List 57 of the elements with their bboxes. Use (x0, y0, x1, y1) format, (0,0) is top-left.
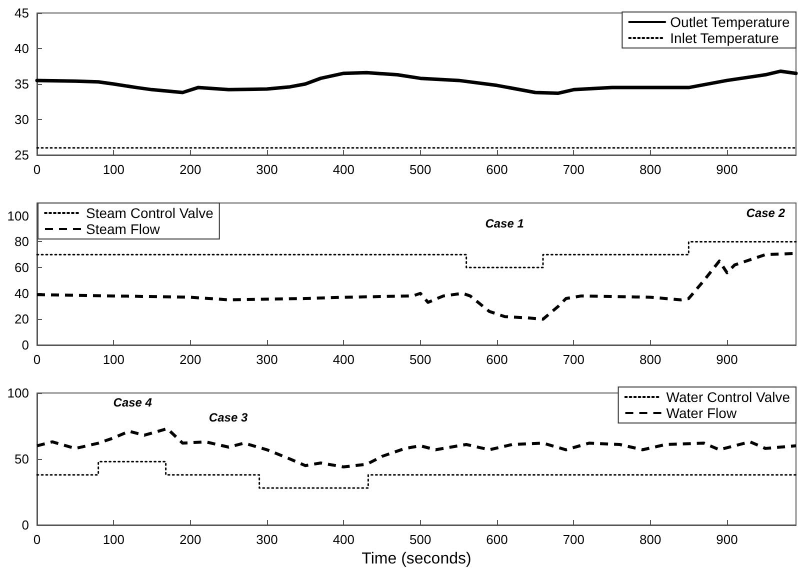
x-tick-label: 100 (102, 532, 125, 547)
legend-label: Water Control Valve (666, 389, 790, 405)
x-tick-label: 0 (33, 352, 41, 367)
x-tick-label: 200 (179, 532, 202, 547)
x-tick-label: 400 (332, 162, 355, 177)
x-tick-label: 200 (179, 162, 202, 177)
x-tick-label: 300 (256, 162, 278, 177)
y-tick-label: 35 (14, 76, 29, 92)
y-tick-label: 30 (14, 112, 29, 127)
line-series (35, 69, 798, 95)
x-tick-label: 700 (562, 352, 585, 367)
x-tick-label: 0 (33, 532, 41, 547)
x-tick-label: 900 (716, 532, 738, 547)
x-tick-label: 900 (716, 352, 738, 367)
y-tick-label: 45 (14, 6, 29, 20)
x-tick-label: 700 (562, 532, 585, 547)
legend-label: Water Flow (666, 405, 738, 421)
y-tick-label: 40 (14, 286, 29, 301)
legend-label: Inlet Temperature (670, 30, 780, 46)
x-tick-label: 800 (639, 532, 662, 547)
x-tick-label: 100 (102, 162, 125, 177)
x-tick-label: 900 (716, 162, 738, 177)
x-tick-label: 100 (102, 352, 125, 367)
y-tick-label: 100 (7, 386, 29, 400)
y-tick-label: 0 (22, 518, 29, 532)
x-tick-label: 800 (639, 162, 662, 177)
legend-label: Outlet Temperature (670, 14, 790, 30)
y-tick-label: 100 (7, 208, 29, 224)
annotation: Case 3 (208, 410, 248, 425)
y-tick-label: 50 (14, 452, 29, 466)
legend-label: Steam Control Valve (86, 205, 214, 221)
legend-label: Steam Flow (86, 221, 161, 237)
y-tick-label: 25 (14, 148, 29, 162)
x-tick-label: 200 (179, 352, 202, 367)
y-tick-label: 20 (14, 312, 29, 327)
y-tick-label: 0 (22, 338, 29, 352)
x-tick-label: 500 (409, 352, 432, 367)
x-tick-label: 600 (486, 352, 508, 367)
x-tick-label: 500 (409, 162, 432, 177)
x-tick-label: 700 (562, 162, 585, 177)
x-tick-label: 400 (332, 352, 355, 367)
x-tick-label: 400 (332, 532, 355, 547)
x-axis-title: Time (seconds) (362, 550, 472, 568)
line-series (36, 427, 798, 468)
y-tick-label: 60 (14, 260, 29, 276)
x-tick-label: 300 (256, 532, 278, 547)
x-tick-label: 500 (409, 532, 432, 547)
annotation: Case 2 (746, 206, 786, 220)
x-tick-label: 600 (486, 162, 508, 177)
x-tick-label: 600 (486, 532, 508, 547)
x-tick-label: 800 (639, 352, 662, 367)
x-tick-label: 0 (33, 162, 41, 177)
y-tick-label: 40 (14, 41, 29, 56)
annotation: Case 1 (485, 216, 524, 231)
y-tick-label: 80 (14, 234, 29, 250)
annotation: Case 4 (113, 396, 152, 410)
x-tick-label: 300 (256, 352, 278, 367)
